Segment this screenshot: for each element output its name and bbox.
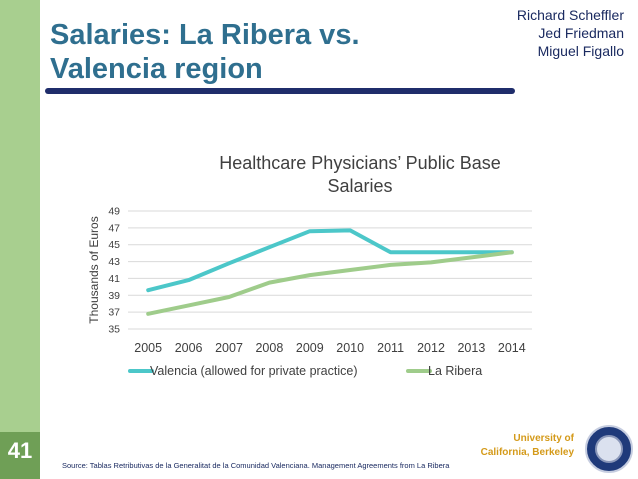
x-tick-label: 2011 <box>377 341 404 355</box>
slide-title: Salaries: La Ribera vs. Valencia region <box>50 18 470 86</box>
x-tick-label: 2005 <box>134 341 162 355</box>
y-tick-label: 39 <box>108 290 120 302</box>
x-tick-label: 2014 <box>498 341 526 355</box>
slide-title-line-2: Valencia region <box>50 53 263 85</box>
y-tick-label: 35 <box>108 324 120 336</box>
slide-number: 41 <box>7 438 33 463</box>
x-tick-label: 2013 <box>457 341 485 355</box>
x-tick-label: 2009 <box>296 341 324 355</box>
title-underline <box>45 88 515 94</box>
y-tick-label: 43 <box>108 256 120 268</box>
author-list: Richard Scheffler Jed Friedman Miguel Fi… <box>517 6 624 60</box>
series-line-valencia <box>146 228 514 293</box>
series-line-la-ribera <box>146 250 514 316</box>
x-tick-label: 2008 <box>255 341 283 355</box>
author-1: Richard Scheffler <box>516 7 624 23</box>
university-label: University of California, Berkeley <box>481 432 574 460</box>
y-tick-label: 47 <box>108 222 120 234</box>
author-2: Jed Friedman <box>538 25 624 41</box>
university-line-2: California, Berkeley <box>480 447 574 458</box>
slide-title-line-1: Salaries: La Ribera vs. <box>50 19 360 51</box>
x-tick-label: 2012 <box>417 341 445 355</box>
y-tick-label: 49 <box>108 206 120 218</box>
legend-label-la-ribera: La Ribera <box>428 364 482 378</box>
chart-title-line-1: Healthcare Physicians’ Public Base <box>219 153 501 173</box>
chart-title-line-2: Salaries <box>327 176 393 196</box>
y-tick-label: 41 <box>108 273 120 285</box>
seal-center <box>595 435 623 463</box>
x-tick-label: 2006 <box>175 341 203 355</box>
y-tick-label: 45 <box>108 239 120 251</box>
university-seal <box>585 425 633 473</box>
slide-number-box <box>0 432 40 479</box>
source-note: Source: Tablas Retributivas de la Genera… <box>62 461 450 470</box>
sidebar-stripe <box>0 0 40 479</box>
chart-title: Healthcare Physicians’ Public Base Salar… <box>150 152 570 198</box>
legend-label-valencia: Valencia (allowed for private practice) <box>150 364 358 378</box>
x-tick-label: 2007 <box>215 341 243 355</box>
university-line-1: University of <box>513 433 574 444</box>
y-axis-label: Thousands of Euros <box>87 216 101 323</box>
y-tick-label: 37 <box>108 307 120 319</box>
x-tick-label: 2010 <box>336 341 364 355</box>
author-3: Miguel Figallo <box>537 43 624 59</box>
